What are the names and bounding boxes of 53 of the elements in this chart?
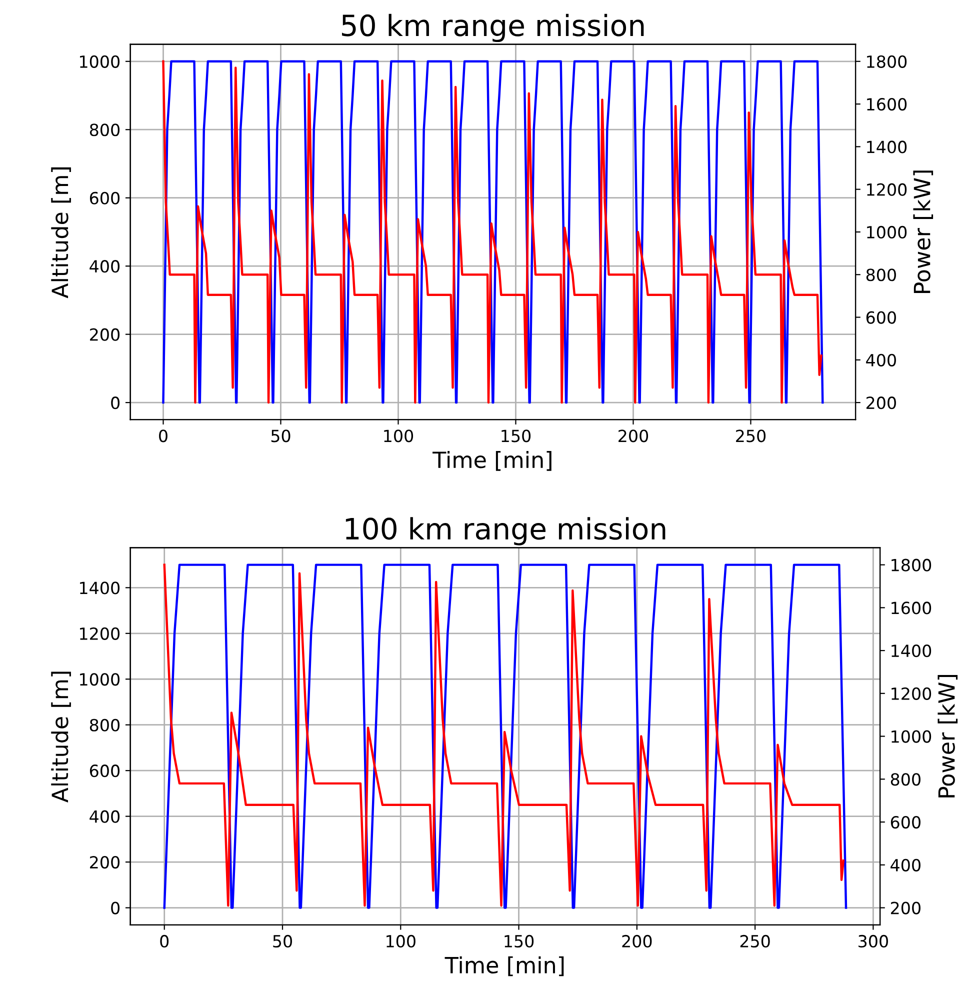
y-tick-label: 400 — [90, 810, 120, 823]
y2-tick-label: 1400 — [867, 140, 907, 154]
y2-axis-title: Power [kW] — [913, 170, 934, 293]
y2-tick-label: 1800 — [892, 558, 932, 572]
y-tick-label: 200 — [90, 856, 120, 869]
chart-title: 100 km range mission — [346, 517, 666, 546]
y2-tick-label: 1200 — [892, 687, 932, 700]
y2-tick-label: 1000 — [867, 226, 907, 239]
y-tick-label: 400 — [90, 260, 120, 273]
y2-tick-label: 200 — [890, 902, 920, 914]
y-tick-label: 1000 — [80, 673, 120, 686]
y2-tick-label: 600 — [890, 816, 920, 829]
y-tick-label: 0 — [111, 396, 120, 410]
y2-tick-label: 600 — [866, 311, 896, 324]
x-tick-label: 0 — [159, 430, 168, 442]
y-tick-label: 800 — [90, 718, 120, 732]
y2-tick-label: 1400 — [892, 644, 932, 658]
y2-tick-label: 1800 — [867, 55, 907, 68]
y-tick-label: 600 — [90, 764, 120, 778]
x-tick-label: 150 — [502, 430, 531, 442]
y2-tick-label: 1000 — [892, 730, 932, 743]
x-tick-label: 0 — [160, 934, 169, 948]
x-tick-label: 50 — [271, 430, 290, 442]
y-axis-title: Altitude [m] — [51, 167, 71, 298]
x-tick-label: 200 — [622, 934, 652, 948]
y2-axis-title: Power [kW] — [938, 674, 958, 798]
x-tick-label: 300 — [858, 934, 888, 948]
x-tick-label: 100 — [386, 934, 416, 948]
chart-title: 50 km range mission — [342, 14, 644, 42]
y2-tick-label: 1200 — [867, 183, 907, 196]
y2-tick-label: 1600 — [892, 602, 932, 614]
y2-tick-label: 1600 — [867, 98, 907, 111]
x-tick-label: 200 — [618, 430, 648, 442]
y2-tick-label: 400 — [890, 858, 920, 872]
x-tick-label: 250 — [740, 934, 770, 948]
x-tick-label: 250 — [736, 430, 766, 442]
x-tick-label: 100 — [384, 430, 414, 442]
y-tick-label: 0 — [111, 902, 120, 914]
y-tick-label: 800 — [90, 124, 120, 136]
y-tick-label: 1400 — [80, 582, 120, 594]
y2-tick-label: 400 — [866, 354, 896, 366]
y2-tick-label: 200 — [866, 396, 896, 410]
x-tick-label: 50 — [273, 934, 292, 948]
y-tick-label: 1000 — [80, 55, 120, 68]
x-tick-label: 150 — [504, 934, 534, 948]
x-axis-title: Time [min] — [432, 451, 552, 471]
y-tick-label: 600 — [90, 192, 120, 204]
y2-tick-label: 800 — [890, 773, 920, 786]
y-tick-label: 1200 — [80, 627, 120, 640]
y2-tick-label: 800 — [866, 268, 896, 282]
y-axis-title: Altitude [m] — [51, 672, 71, 803]
x-axis-title: Time [min] — [444, 956, 564, 976]
y-tick-label: 200 — [90, 328, 120, 341]
